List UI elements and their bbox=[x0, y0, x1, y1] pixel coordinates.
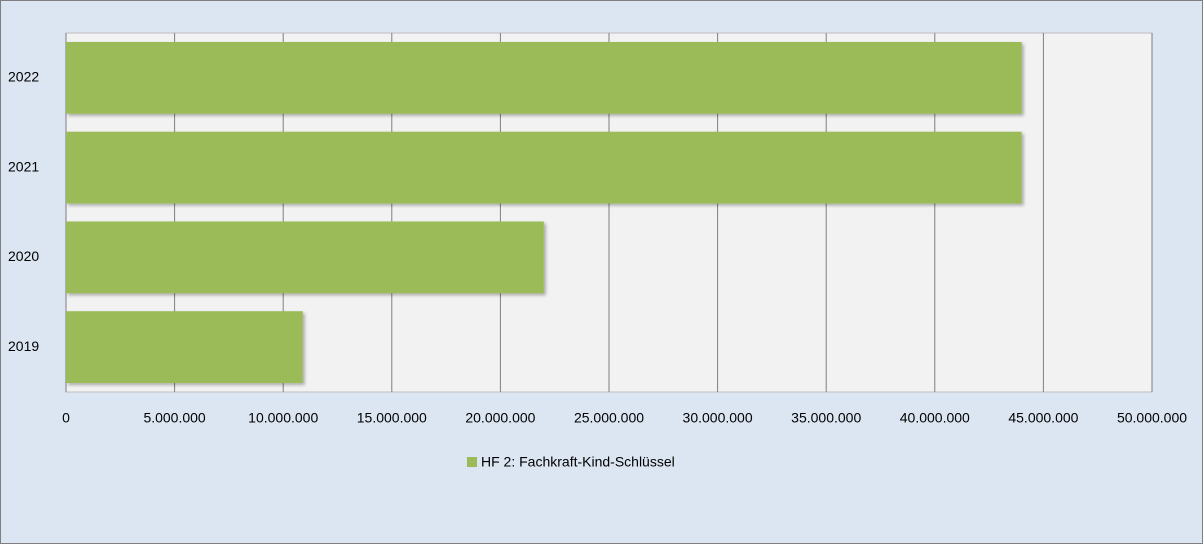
y-tick-label: 2021 bbox=[8, 158, 39, 174]
x-tick-label: 35.000.000 bbox=[791, 410, 861, 426]
x-tick-label: 0 bbox=[62, 410, 70, 426]
x-tick-label: 40.000.000 bbox=[900, 410, 970, 426]
bar bbox=[66, 41, 1022, 114]
bar bbox=[66, 311, 303, 384]
x-tick-label: 20.000.000 bbox=[465, 410, 535, 426]
bar bbox=[66, 131, 1022, 204]
y-tick-label: 2020 bbox=[8, 248, 39, 264]
bar bbox=[66, 221, 544, 294]
legend-label: HF 2: Fachkraft-Kind-Schlüssel bbox=[481, 454, 675, 470]
x-tick-label: 10.000.000 bbox=[248, 410, 318, 426]
x-tick-label: 30.000.000 bbox=[683, 410, 753, 426]
x-tick-label: 25.000.000 bbox=[574, 410, 644, 426]
y-tick-label: 2022 bbox=[8, 69, 39, 85]
x-tick-label: 15.000.000 bbox=[357, 410, 427, 426]
x-tick-label: 45.000.000 bbox=[1008, 410, 1078, 426]
x-tick-label: 50.000.000 bbox=[1117, 410, 1187, 426]
y-tick-label: 2019 bbox=[8, 338, 39, 354]
x-tick-label: 5.000.000 bbox=[143, 410, 205, 426]
legend-swatch bbox=[467, 457, 477, 467]
